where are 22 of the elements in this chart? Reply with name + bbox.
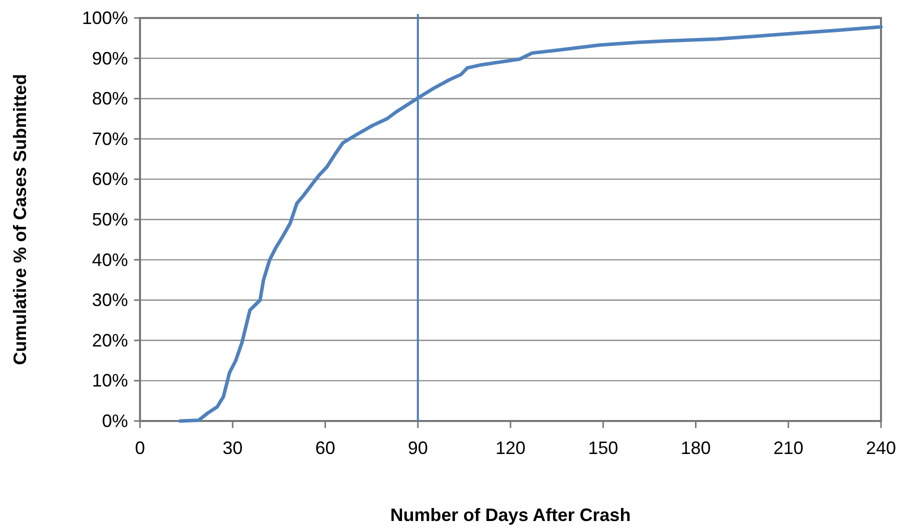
y-tick-label: 10% [92,370,128,391]
y-tick-label: 30% [92,290,128,310]
y-tick-label: 20% [92,330,128,350]
y-tick-label: 80% [92,88,128,109]
x-tick-label: 60 [315,438,336,458]
x-tick-label: 210 [773,438,804,458]
y-tick-label: 90% [92,48,128,68]
y-tick-label: 40% [92,250,128,270]
x-tick-label: 240 [866,438,896,458]
y-tick-label: 50% [92,210,128,230]
y-tick-label: 70% [92,128,128,149]
x-axis-title: Number of Days After Crash [390,505,631,525]
x-tick-label: 120 [495,438,526,458]
x-tick-label: 0 [134,438,146,458]
y-axis-title: Cumulative % of Cases Submitted [10,74,30,366]
x-tick-label: 180 [680,438,711,458]
x-tick-label: 30 [222,438,243,458]
y-tick-label: 100% [82,8,128,28]
y-tick-label: 0% [102,411,128,431]
x-tick-label: 90 [408,438,428,458]
y-tick-label: 60% [92,169,128,190]
x-tick-label: 150 [588,438,618,458]
